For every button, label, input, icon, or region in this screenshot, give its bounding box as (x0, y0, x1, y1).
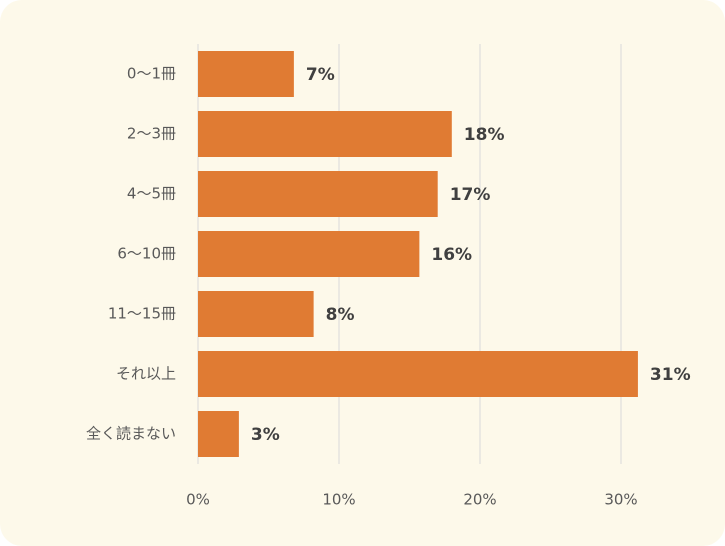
y-tick-label: 全く読まない (86, 425, 176, 443)
data-label: 8% (326, 305, 355, 325)
data-label: 17% (450, 185, 491, 205)
y-tick-label: 0〜1冊 (127, 65, 176, 83)
x-tick-label: 0% (186, 491, 210, 509)
bar (198, 231, 420, 277)
y-tick-label: 4〜5冊 (127, 185, 176, 203)
x-tick-label: 20% (463, 491, 496, 509)
data-label: 3% (251, 425, 280, 445)
data-label: 31% (650, 365, 691, 385)
data-label: 16% (431, 245, 472, 265)
bar (198, 51, 294, 97)
bar (198, 351, 638, 397)
x-tick-label: 10% (322, 491, 355, 509)
y-tick-label: 11〜15冊 (108, 305, 176, 323)
bar (198, 291, 314, 337)
y-tick-label: 2〜3冊 (127, 125, 176, 143)
data-label: 7% (306, 65, 335, 85)
bar (198, 171, 438, 217)
bar (198, 411, 239, 457)
y-tick-label: それ以上 (116, 365, 176, 383)
y-tick-label: 6〜10冊 (117, 245, 176, 263)
data-label: 18% (464, 125, 505, 145)
x-tick-label: 30% (604, 491, 637, 509)
bar (198, 111, 452, 157)
